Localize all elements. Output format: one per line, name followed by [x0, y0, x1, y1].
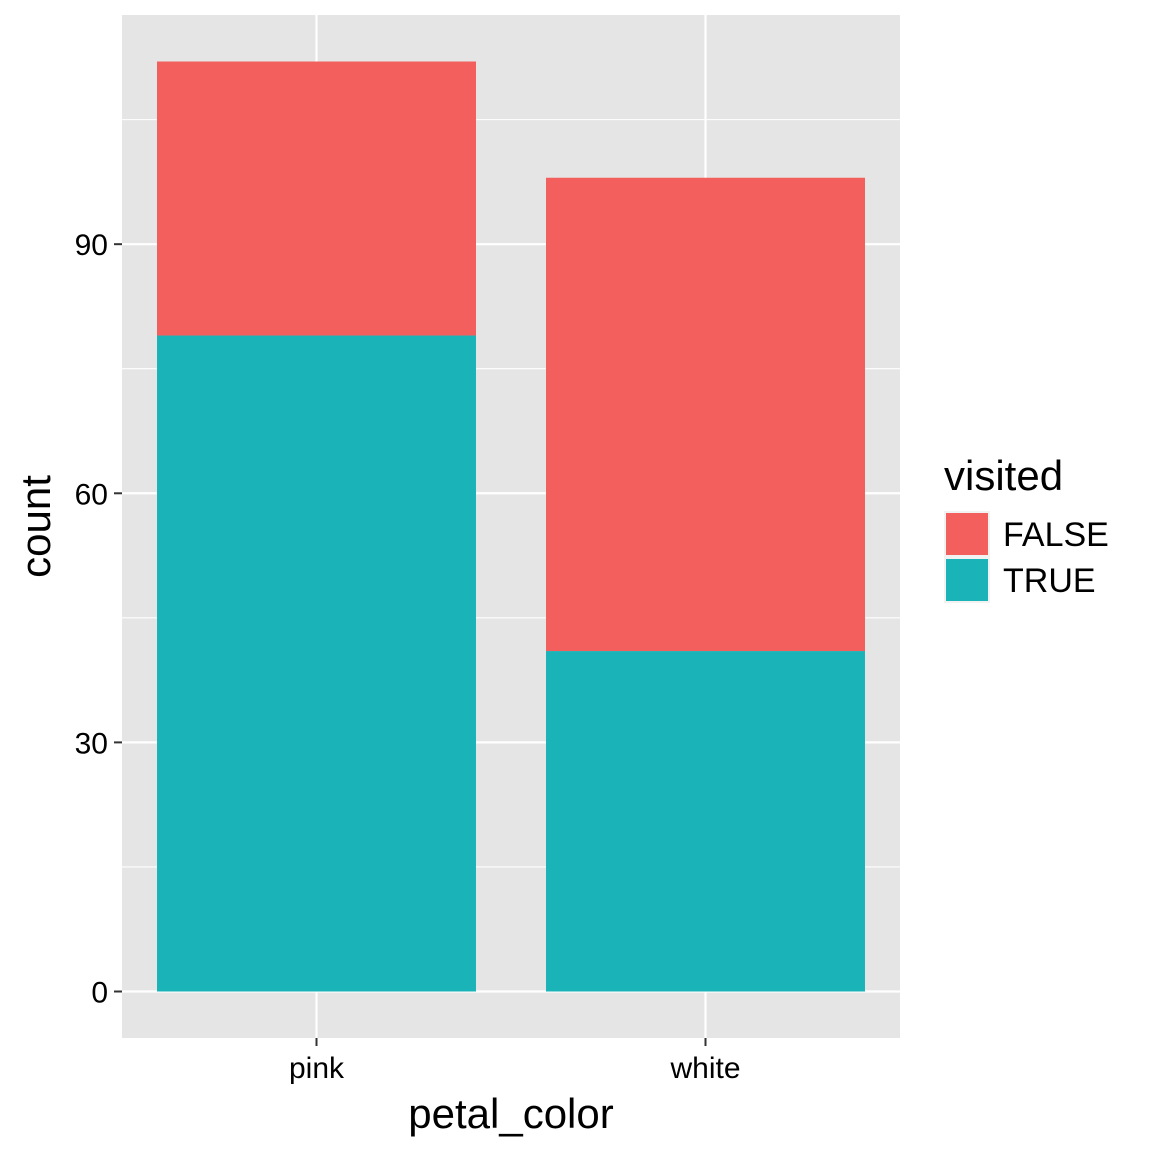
bar-pink-true: [157, 335, 476, 992]
legend: visited FALSE TRUE: [944, 452, 1109, 603]
legend-title: visited: [944, 452, 1063, 499]
y-tick-label: 0: [91, 977, 108, 1010]
y-tick-label: 90: [75, 229, 108, 262]
y-tick-label: 30: [75, 727, 108, 760]
y-tick-label: 60: [75, 478, 108, 511]
x-axis: pink white: [289, 1038, 741, 1085]
bar-white-false: [546, 177, 865, 652]
bar-pink-false: [157, 61, 476, 336]
legend-swatch-false: [946, 513, 988, 555]
y-axis: 0 30 60 90: [75, 229, 122, 1010]
bars: [157, 61, 865, 992]
legend-label-false: FALSE: [1003, 516, 1109, 554]
x-tick-label: white: [669, 1052, 740, 1085]
bar-white-true: [546, 651, 865, 992]
legend-swatch-true: [946, 559, 988, 601]
y-axis-title: count: [12, 475, 59, 578]
legend-label-true: TRUE: [1003, 562, 1096, 600]
x-axis-title: petal_color: [408, 1090, 613, 1137]
legend-items: FALSE TRUE: [944, 511, 1109, 603]
x-tick-label: pink: [289, 1052, 345, 1085]
